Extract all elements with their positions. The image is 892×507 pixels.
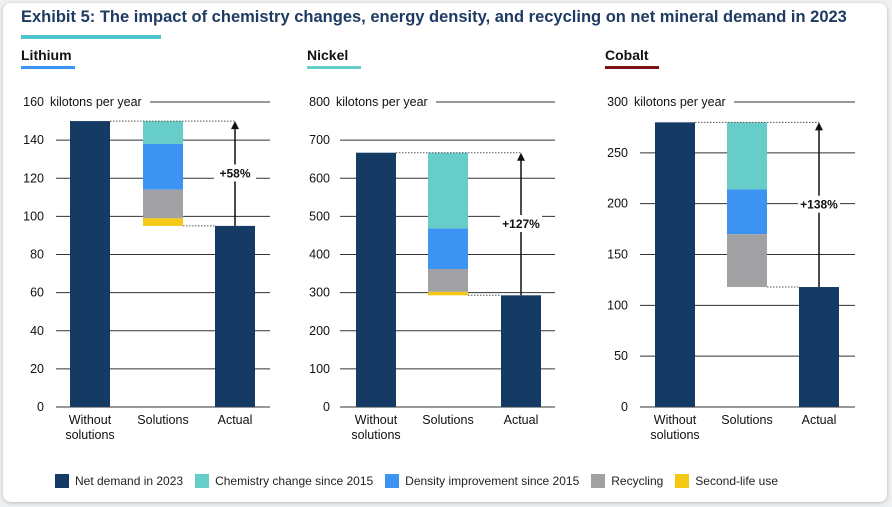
nickel-xlabel-without-solutions-line1: Without: [355, 413, 398, 427]
nickel-bar-solutions-density: [428, 228, 468, 269]
legend-label-net-demand: Net demand in 2023: [75, 474, 184, 488]
cobalt-xlabel-without-solutions-line2: solutions: [650, 428, 699, 442]
nickel-ytick-100: 100: [309, 362, 330, 376]
cobalt-bar-actual: [799, 287, 839, 407]
cobalt-ytick-50: 50: [614, 349, 628, 363]
legend-item-net-demand: Net demand in 2023: [55, 474, 183, 488]
lithium-xlabel-actual: Actual: [218, 413, 253, 427]
lithium-ytick-20: 20: [30, 362, 44, 376]
legend-label-density: Density improvement since 2015: [405, 474, 580, 488]
cobalt-xlabel-actual: Actual: [802, 413, 837, 427]
lithium-bar-without-solutions: [70, 121, 110, 407]
lithium-ylabel: kilotons per year: [50, 95, 142, 109]
lithium-ytick-140: 140: [23, 133, 44, 147]
lithium-change-label-bg: [214, 164, 256, 182]
nickel-ytick-600: 600: [309, 171, 330, 185]
lithium-change-label: +58%: [219, 166, 250, 180]
lithium-xlabel-without-solutions-line2: solutions: [65, 428, 114, 442]
cobalt-ytick-0: 0: [621, 400, 628, 414]
cobalt-bar-solutions-chemistry: [727, 122, 767, 190]
cobalt-bar-without-solutions: [655, 122, 695, 407]
lithium-ytick-160: 160: [23, 95, 44, 109]
legend-label-second-life: Second-life use: [695, 474, 779, 488]
nickel-xlabel-actual: Actual: [504, 413, 539, 427]
cobalt-xlabel-without-solutions-line1: Without: [654, 413, 697, 427]
nickel-bar-solutions-chemistry: [428, 152, 468, 229]
legend-swatch-density: [385, 474, 400, 488]
legend-item-second-life: Second-life use: [675, 474, 778, 488]
nickel-ytick-300: 300: [309, 286, 330, 300]
nickel-change-label-bg: [500, 215, 542, 232]
nickel-ylabel: kilotons per year: [336, 95, 428, 109]
legend-item-recycling: Recycling: [591, 474, 663, 488]
nickel-title-underline: [307, 66, 361, 69]
cobalt-ytick-100: 100: [607, 298, 628, 312]
legend-label-recycling: Recycling: [611, 474, 664, 488]
lithium-bar-solutions-density: [143, 143, 183, 190]
nickel-xlabel-solutions: Solutions: [422, 413, 473, 427]
lithium-ytick-0: 0: [37, 400, 44, 414]
legend-item-density: Density improvement since 2015: [385, 474, 579, 488]
lithium-ytick-40: 40: [30, 324, 44, 338]
cobalt-ytick-150: 150: [607, 248, 628, 262]
nickel-ytick-0: 0: [323, 400, 330, 414]
nickel-bar-solutions-recycling: [428, 268, 468, 292]
lithium-xlabel-solutions: Solutions: [137, 413, 188, 427]
cobalt-ytick-200: 200: [607, 197, 628, 211]
cobalt-bar-solutions-density: [727, 189, 767, 235]
lithium-xlabel-without-solutions-line1: Without: [69, 413, 112, 427]
nickel-ytick-200: 200: [309, 324, 330, 338]
cobalt-change-label-bg: [798, 195, 840, 213]
nickel-bar-without-solutions: [356, 152, 396, 407]
nickel-change-arrow-head: [517, 152, 525, 161]
cobalt-change-label: +138%: [800, 198, 838, 212]
page-title: Exhibit 5: The impact of chemistry chang…: [21, 8, 847, 26]
lithium-bar-actual: [215, 225, 255, 407]
cobalt-xlabel-solutions: Solutions: [721, 413, 772, 427]
cobalt-ytick-250: 250: [607, 146, 628, 160]
cobalt-chart-title: Cobalt: [605, 47, 649, 63]
nickel-ytick-700: 700: [309, 133, 330, 147]
title-underline: [21, 35, 161, 39]
nickel-xlabel-without-solutions-line2: solutions: [351, 428, 400, 442]
lithium-chart-title: Lithium: [21, 47, 72, 63]
cobalt-ytick-300: 300: [607, 95, 628, 109]
lithium-ytick-60: 60: [30, 286, 44, 300]
lithium-ytick-120: 120: [23, 171, 44, 185]
nickel-bar-actual: [501, 295, 541, 407]
legend-swatch-second-life: [675, 474, 690, 488]
cobalt-bar-solutions-recycling: [727, 234, 767, 288]
nickel-chart-title: Nickel: [307, 47, 348, 63]
legend-label-chemistry: Chemistry change since 2015: [215, 474, 374, 488]
cobalt-ylabel: kilotons per year: [634, 95, 726, 109]
legend-swatch-net-demand: [55, 474, 69, 488]
nickel-ytick-800: 800: [309, 95, 330, 109]
lithium-change-arrow-head: [231, 121, 239, 130]
lithium-bar-solutions-second-life: [143, 218, 183, 226]
legend: Net demand in 2023 Chemistry change sinc…: [55, 473, 790, 489]
nickel-ytick-400: 400: [309, 248, 330, 262]
legend-item-chemistry: Chemistry change since 2015: [195, 474, 373, 488]
lithium-ytick-80: 80: [30, 248, 44, 262]
legend-swatch-recycling: [591, 474, 606, 488]
lithium-bar-solutions-chemistry: [143, 121, 183, 144]
legend-swatch-chemistry: [195, 474, 210, 488]
cobalt-title-underline: [605, 66, 659, 69]
nickel-change-label: +127%: [502, 217, 540, 231]
lithium-bar-solutions-recycling: [143, 189, 183, 219]
lithium-ytick-100: 100: [23, 209, 44, 223]
nickel-ytick-500: 500: [309, 209, 330, 223]
nickel-bar-solutions-second-life: [428, 291, 468, 296]
cobalt-change-arrow-head: [815, 122, 823, 131]
lithium-title-underline: [21, 66, 75, 69]
